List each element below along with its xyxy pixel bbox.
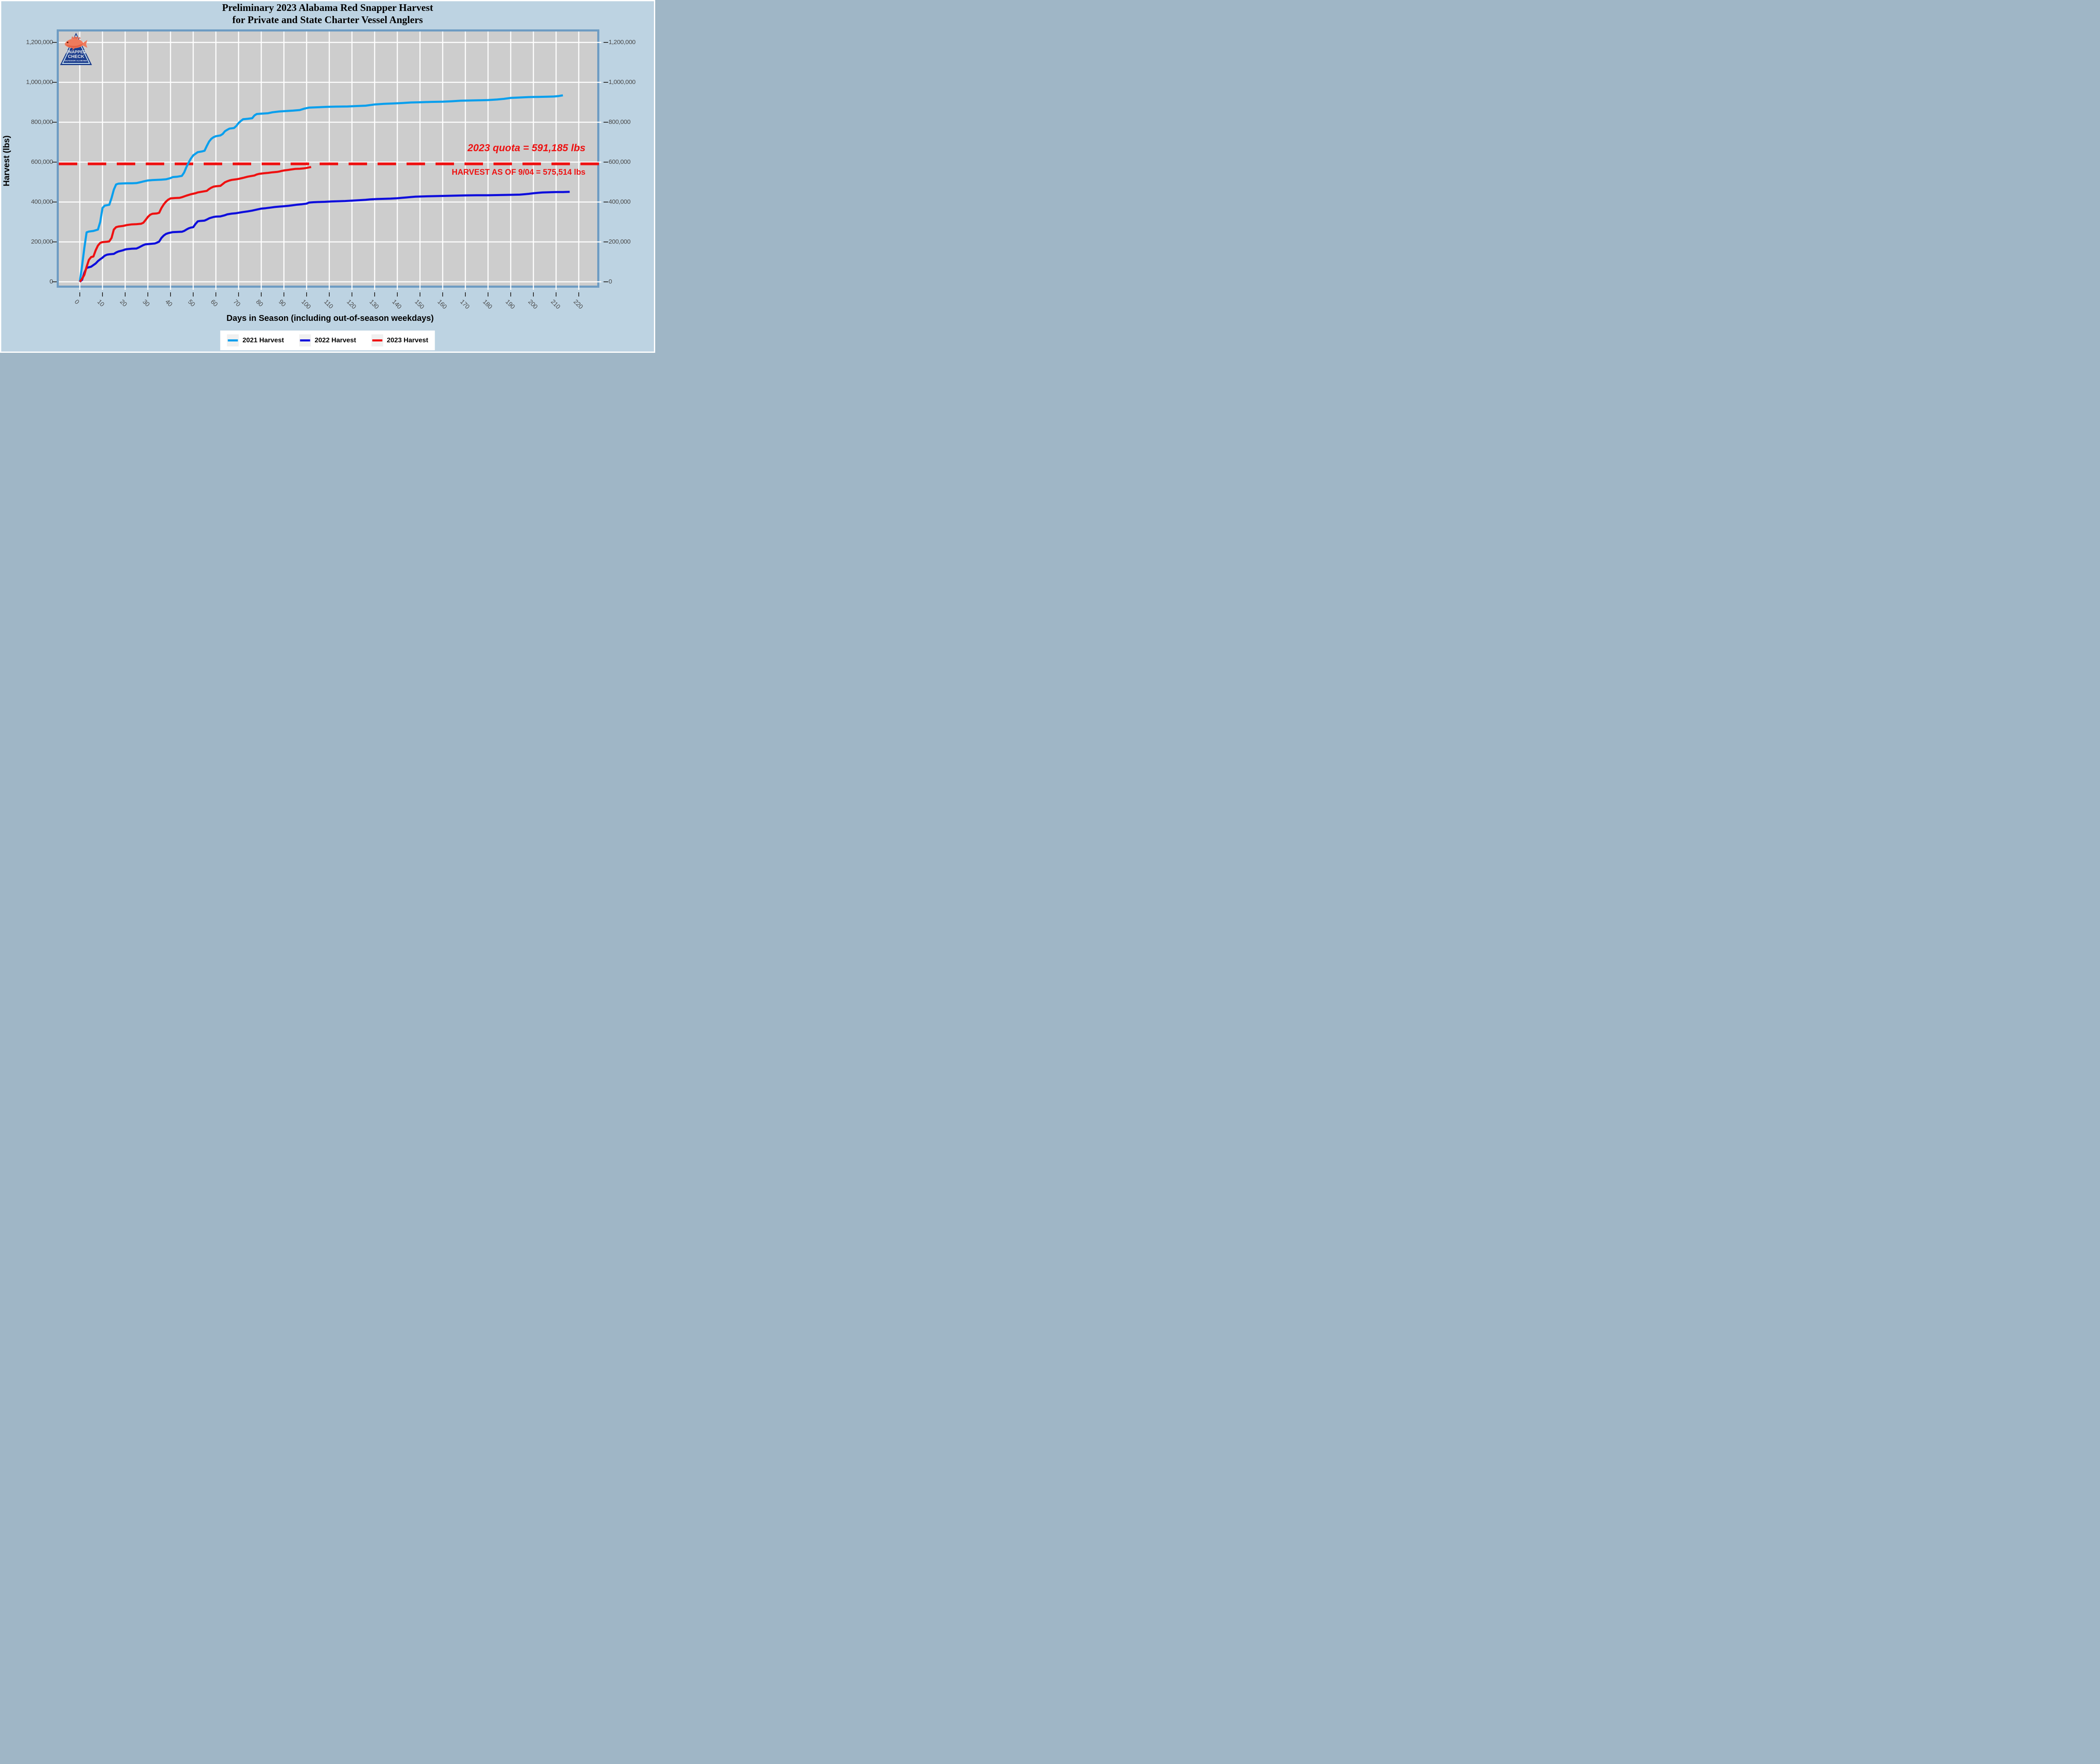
- chart-title: Preliminary 2023 Alabama Red Snapper Har…: [0, 2, 655, 26]
- x-tick-label: 20: [118, 298, 129, 308]
- x-tick: [533, 292, 534, 297]
- x-tick: [442, 292, 443, 297]
- y-tick-right: [604, 281, 608, 282]
- series-line-2021: [79, 94, 563, 282]
- x-tick-label: 100: [299, 298, 312, 311]
- x-tick-label: 150: [413, 298, 426, 311]
- x-tick: [238, 292, 239, 297]
- logo-text-check: CHECK: [68, 54, 84, 59]
- chart-title-line2: for Private and State Charter Vessel Ang…: [232, 15, 423, 26]
- x-tick: [306, 292, 307, 297]
- x-tick-label: 200: [526, 298, 539, 311]
- x-tick: [329, 292, 330, 297]
- y-tick-label-left: 800,000: [31, 118, 53, 126]
- x-tick-label: 180: [481, 298, 494, 311]
- legend: 2021 Harvest 2022 Harvest 2023 Harvest: [220, 331, 435, 350]
- x-tick: [147, 292, 148, 297]
- y-tick-label-right: 1,200,000: [609, 39, 636, 46]
- legend-label: 2021 Harvest: [242, 336, 284, 344]
- legend-swatch: [228, 339, 238, 341]
- y-tick-label-left: 0: [49, 278, 53, 285]
- x-tick-label: 190: [504, 298, 517, 311]
- y-tick-label-right: 800,000: [609, 118, 631, 126]
- y-tick-right: [604, 42, 608, 43]
- x-tick: [261, 292, 262, 297]
- legend-key: [299, 334, 311, 346]
- x-tick: [170, 292, 171, 297]
- logo-text-snapper: SNAPPER: [66, 50, 87, 55]
- x-tick: [465, 292, 466, 297]
- x-tick-label: 60: [209, 298, 219, 308]
- y-tick-label-right: 200,000: [609, 238, 631, 245]
- x-tick: [578, 292, 579, 297]
- y-tick-label-left: 1,000,000: [26, 79, 53, 86]
- x-tick: [374, 292, 375, 297]
- legend-swatch: [300, 339, 310, 341]
- chart-page: Preliminary 2023 Alabama Red Snapper Har…: [0, 0, 655, 353]
- x-tick-label: 160: [436, 298, 449, 311]
- legend-item-2022: 2022 Harvest: [299, 334, 356, 346]
- y-tick-label-left: 200,000: [31, 238, 53, 245]
- chart-title-line1: Preliminary 2023 Alabama Red Snapper Har…: [222, 3, 433, 13]
- y-tick-label-left: 600,000: [31, 158, 53, 165]
- x-tick-label: 10: [95, 298, 106, 308]
- y-tick-label-left: 400,000: [31, 198, 53, 205]
- x-tick-label: 130: [368, 298, 381, 311]
- x-tick: [125, 292, 126, 297]
- y-tick-label-right: 0: [609, 278, 612, 285]
- x-tick: [102, 292, 103, 297]
- x-tick: [79, 292, 80, 297]
- y-tick-left: [52, 162, 57, 163]
- legend-swatch: [372, 339, 382, 341]
- x-axis-title: Days in Season (including out-of-season …: [226, 314, 434, 323]
- x-tick-label: 220: [572, 298, 585, 311]
- x-tick-label: 70: [231, 298, 242, 308]
- logo-text-outdoor-alabama: OUTDOOR ALABAMA: [65, 60, 87, 62]
- x-tick-label: 110: [322, 298, 335, 310]
- x-tick: [215, 292, 216, 297]
- y-tick-right: [604, 122, 608, 123]
- legend-key: [371, 334, 383, 346]
- x-tick-label: 120: [345, 298, 358, 311]
- plot-panel: 2023 quota = 591,185 lbs HARVEST AS OF 9…: [57, 29, 601, 290]
- y-tick-right: [604, 162, 608, 163]
- y-tick-right: [604, 82, 608, 83]
- x-tick: [193, 292, 194, 297]
- y-tick-left: [52, 122, 57, 123]
- y-tick-label-left: 1,200,000: [26, 39, 53, 46]
- series-line-2023: [79, 166, 312, 283]
- y-tick-left: [52, 82, 57, 83]
- x-tick-label: 50: [186, 298, 197, 308]
- x-tick: [397, 292, 398, 297]
- x-tick-label: 30: [141, 298, 151, 308]
- legend-item-2021: 2021 Harvest: [227, 334, 284, 346]
- legend-label: 2023 Harvest: [386, 336, 428, 344]
- legend-item-2023: 2023 Harvest: [371, 334, 428, 346]
- y-tick-label-right: 600,000: [609, 158, 631, 165]
- y-tick-label-right: 1,000,000: [609, 79, 636, 86]
- x-tick-label: 210: [549, 298, 562, 311]
- series-line-2022: [79, 191, 570, 283]
- legend-key: [227, 334, 239, 346]
- x-tick-label: 90: [277, 298, 287, 308]
- legend-label: 2022 Harvest: [315, 336, 356, 344]
- x-tick-label: 40: [163, 298, 174, 308]
- x-tick-label: 0: [73, 298, 81, 306]
- quota-annotation: 2023 quota = 591,185 lbs: [467, 142, 585, 154]
- logo-triangle: [60, 33, 92, 65]
- y-tick-left: [52, 281, 57, 282]
- x-tick-label: 80: [254, 298, 265, 308]
- plot-area: [59, 32, 601, 290]
- x-tick-label: 140: [390, 298, 403, 311]
- x-tick: [510, 292, 511, 297]
- red-snapper-fish-icon: [65, 36, 87, 50]
- snapper-check-logo: SNAPPER CHECK OUTDOOR ALABAMA: [60, 33, 92, 65]
- x-tick-label: 170: [458, 298, 471, 311]
- y-tick-left: [52, 42, 57, 43]
- harvest-annotation: HARVEST AS OF 9/04 = 575,514 lbs: [452, 168, 585, 177]
- y-tick-label-right: 400,000: [609, 198, 631, 205]
